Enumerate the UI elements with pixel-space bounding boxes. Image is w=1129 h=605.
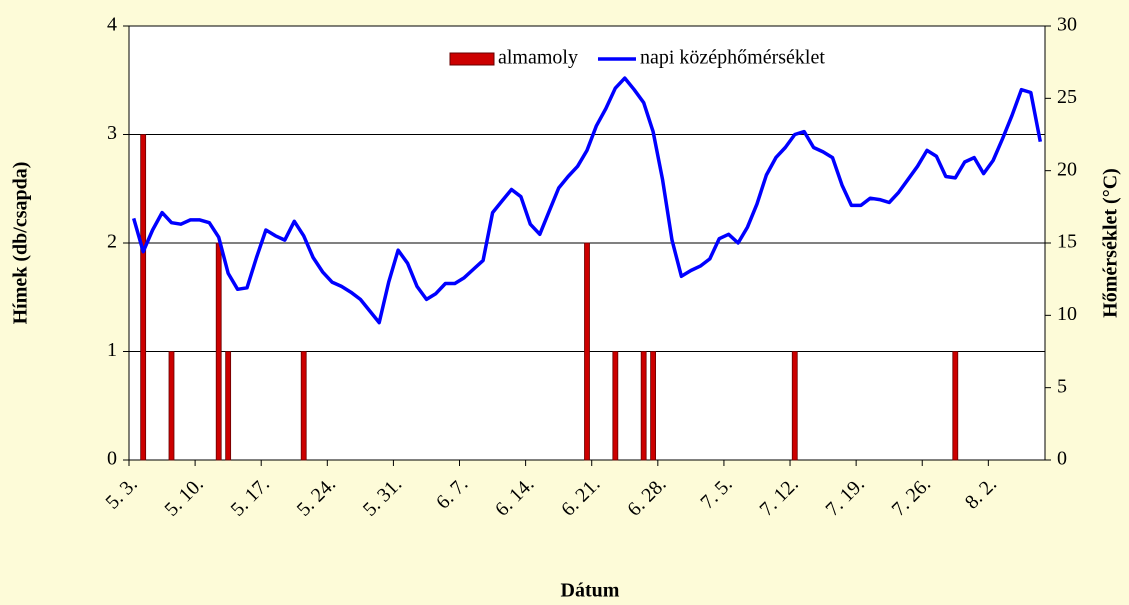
y2-tick-label: 10 [1057,303,1077,325]
y2-axis-title: Hőmérséklet (°C) [1100,168,1122,318]
legend-label: almamoly [498,47,578,69]
legend-swatch [449,52,495,66]
y2-tick-label: 15 [1057,231,1077,253]
bar [225,351,232,461]
bar [952,351,959,461]
x-axis-title: Dátum [561,580,620,602]
bar [612,351,619,461]
legend-label: napi középhőmérséklet [640,47,825,69]
y-tick-label: 1 [107,339,117,361]
bar [300,351,307,461]
bar [168,351,175,461]
bar [791,351,798,461]
y2-tick-label: 25 [1057,86,1077,108]
y-tick-label: 4 [107,14,117,36]
y2-tick-label: 20 [1057,158,1077,180]
bar [650,351,657,461]
y-tick-label: 2 [107,231,117,253]
y-axis-title: Hímek (db/csapda) [10,162,32,325]
line [132,76,1043,325]
y-tick-label: 3 [107,122,117,144]
y2-tick-label: 5 [1057,375,1067,397]
bar [640,351,647,461]
y2-tick-label: 30 [1057,14,1077,36]
bar [140,134,147,461]
y-tick-label: 0 [107,448,117,470]
y2-tick-label: 0 [1057,448,1067,470]
bar [584,242,590,461]
bar [215,242,222,461]
